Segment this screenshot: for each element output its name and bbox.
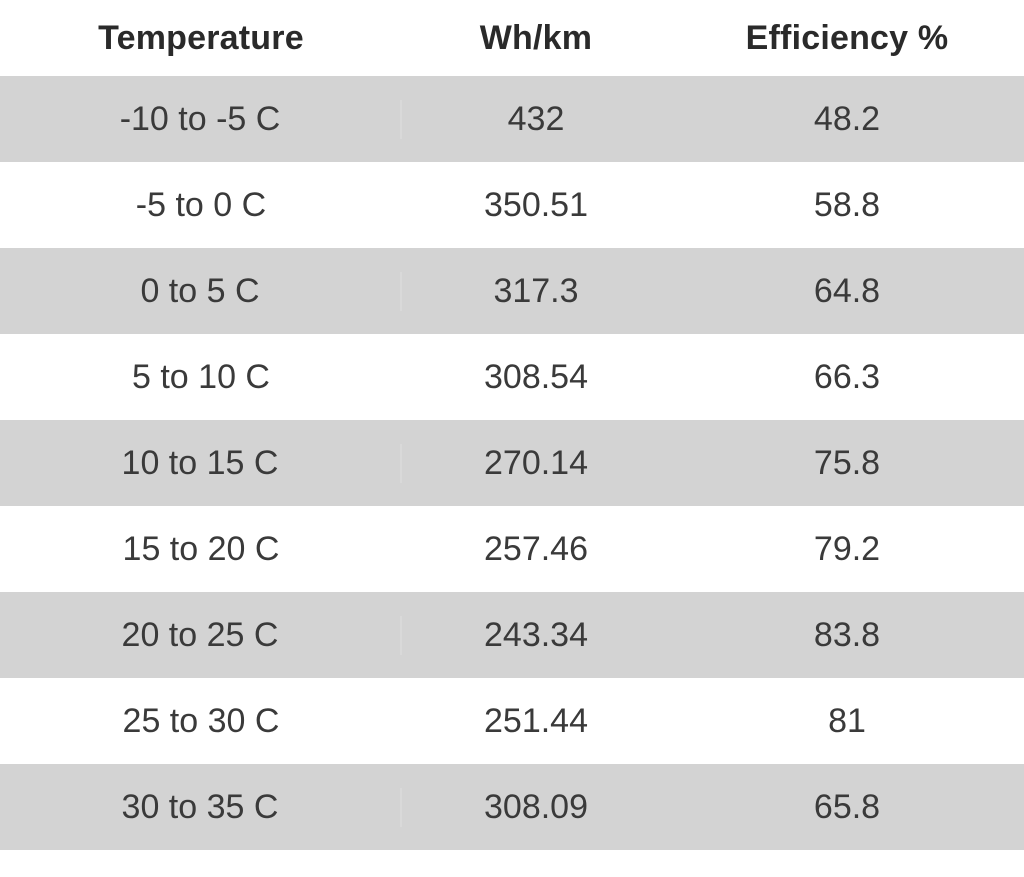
wh-per-km-cell: 308.54: [484, 357, 588, 396]
temperature-cell: 15 to 20 C: [122, 529, 280, 568]
temperature-cell: 30 to 35 C: [0, 787, 402, 827]
wh-per-km-cell: 432: [507, 99, 565, 138]
temperature-cell: -5 to 0 C: [135, 185, 267, 224]
wh-per-km-cell: 317.3: [493, 271, 579, 310]
table-row: 25 to 30 C 251.44 81: [0, 678, 1024, 764]
temperature-cell: 25 to 30 C: [122, 701, 280, 740]
table-row: 20 to 25 C 243.34 83.8: [0, 592, 1024, 678]
header-efficiency: Efficiency %: [745, 18, 949, 57]
wh-per-km-cell: 251.44: [484, 701, 588, 740]
efficiency-cell: 79.2: [813, 529, 881, 568]
wh-per-km-cell: 350.51: [484, 185, 588, 224]
efficiency-cell: 48.2: [813, 99, 881, 138]
table-row: 30 to 35 C 308.09 65.8: [0, 764, 1024, 850]
table-row: -10 to -5 C 432 48.2: [0, 76, 1024, 162]
efficiency-cell: 65.8: [813, 787, 881, 826]
wh-per-km-cell: 270.14: [484, 443, 588, 482]
table-row: 10 to 15 C 270.14 75.8: [0, 420, 1024, 506]
temperature-cell: 20 to 25 C: [0, 615, 402, 655]
temperature-cell: 10 to 15 C: [0, 443, 402, 483]
table-row: 15 to 20 C 257.46 79.2: [0, 506, 1024, 592]
wh-per-km-cell: 243.34: [484, 615, 588, 654]
temperature-cell: 0 to 5 C: [0, 271, 402, 311]
efficiency-cell: 81: [828, 701, 866, 740]
efficiency-cell: 75.8: [813, 443, 881, 482]
efficiency-cell: 66.3: [813, 357, 881, 396]
wh-per-km-cell: 308.09: [484, 787, 588, 826]
table-row: -5 to 0 C 350.51 58.8: [0, 162, 1024, 248]
header-temperature: Temperature: [98, 18, 304, 57]
efficiency-cell: 83.8: [813, 615, 881, 654]
header-wh-per-km: Wh/km: [479, 18, 593, 57]
temperature-cell: -10 to -5 C: [0, 99, 402, 139]
table-row: 0 to 5 C 317.3 64.8: [0, 248, 1024, 334]
temperature-cell: 5 to 10 C: [132, 357, 270, 396]
table-row: 5 to 10 C 308.54 66.3: [0, 334, 1024, 420]
efficiency-cell: 58.8: [813, 185, 881, 224]
wh-per-km-cell: 257.46: [484, 529, 588, 568]
table-header: Temperature Wh/km Efficiency %: [0, 0, 1024, 76]
efficiency-cell: 64.8: [813, 271, 881, 310]
